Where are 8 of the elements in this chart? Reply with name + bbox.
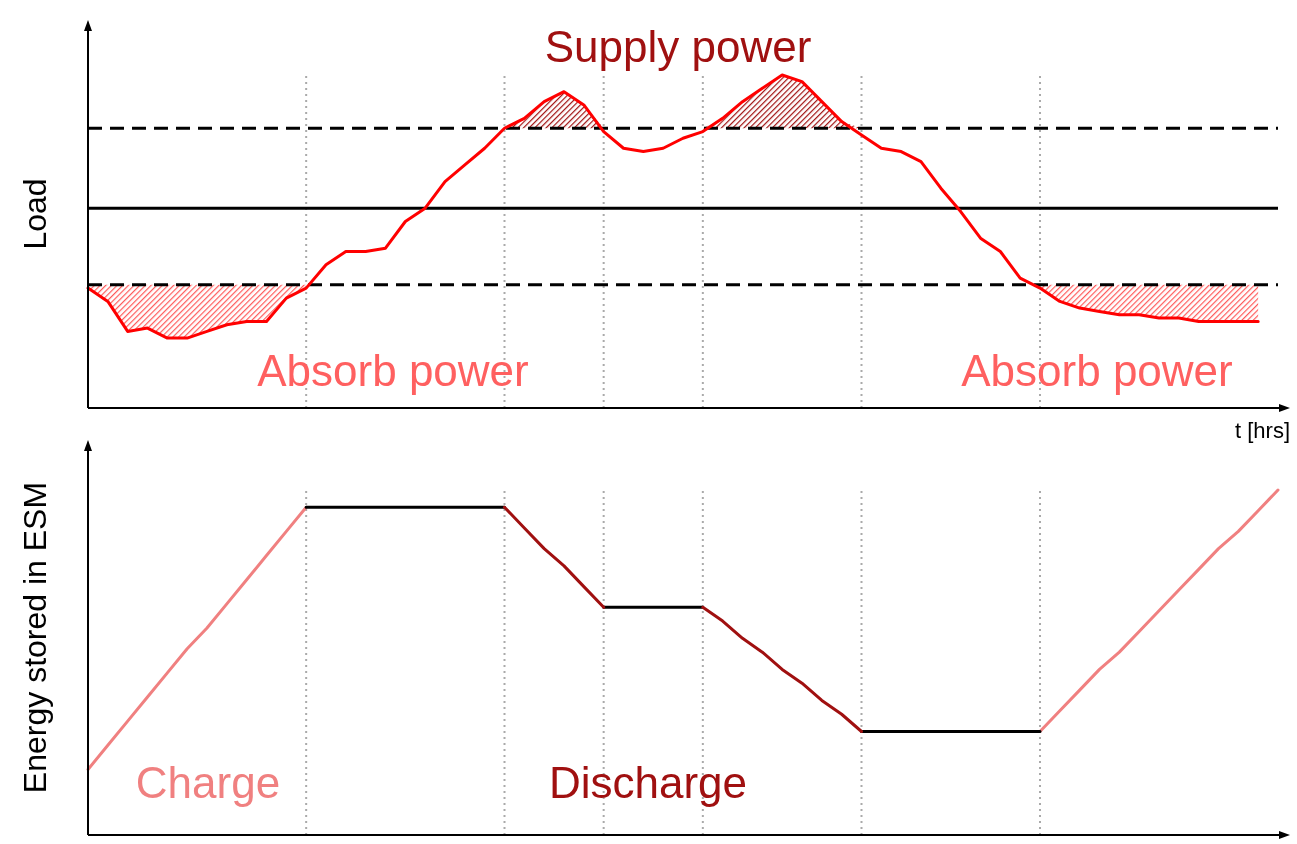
annotation: Absorb power xyxy=(961,346,1233,395)
y-axis-title: Energy stored in ESM xyxy=(17,481,54,794)
annotation: Discharge xyxy=(548,758,748,807)
text: Supply power xyxy=(544,22,812,71)
annotation: Absorb power xyxy=(257,346,529,395)
x-axis-title: t [hrs] xyxy=(1234,418,1290,443)
annotation: Charge xyxy=(135,758,281,807)
y-axis-title: Load xyxy=(17,178,54,250)
